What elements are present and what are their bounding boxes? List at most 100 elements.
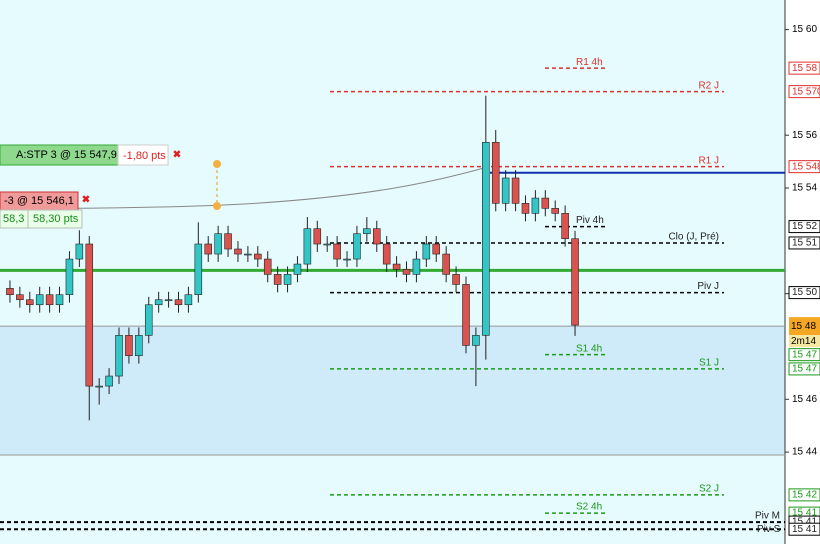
candle-body [214, 233, 222, 255]
background [0, 0, 785, 544]
level-label: R1 J [698, 155, 719, 166]
candle-body [462, 284, 470, 346]
price-tag [788, 522, 820, 536]
candle-body [353, 233, 361, 260]
candle-body [442, 253, 450, 275]
candle-body [224, 233, 232, 250]
target-text: 58,3 [3, 213, 24, 225]
candle-body [16, 294, 24, 301]
candle-body [184, 294, 193, 306]
candle-body [125, 335, 133, 357]
price-tag-label: 15 52 [792, 221, 817, 232]
price-tag-label: 15 41 [792, 517, 817, 528]
price-tag-label: 15 41 [792, 524, 817, 535]
candle-body [491, 142, 500, 204]
candle-body [35, 294, 44, 306]
price-tag [788, 236, 820, 250]
candle-body [313, 228, 322, 245]
candle-body [511, 177, 520, 204]
candle-body [343, 258, 351, 261]
candle-body [571, 238, 579, 326]
current-price-label: 15 48 [791, 321, 816, 332]
indicator-curve [0, 167, 485, 210]
candle-body [75, 243, 84, 260]
candle-body [105, 375, 113, 387]
price-tag-label: 15 47 [792, 364, 817, 375]
candle-body [135, 335, 143, 357]
candle-body [363, 228, 371, 235]
pnl-text: -1,80 pts [123, 150, 166, 162]
level-label: Piv 4h [576, 215, 604, 226]
current-price-tag [789, 317, 820, 336]
candle-body [154, 299, 163, 306]
candle-body [144, 304, 153, 336]
level-label: Piv S [757, 524, 781, 535]
candle-body [521, 203, 530, 214]
price-tag-label: 15 51 [792, 238, 817, 249]
candle-body [561, 213, 569, 240]
price-axis [785, 0, 820, 544]
price-tag-label: 15 548 [792, 161, 820, 172]
price-tag-label: 15 41 [792, 508, 817, 519]
candle-body [263, 258, 272, 275]
candle-body [283, 274, 292, 285]
level-label: R1 4h [576, 57, 603, 68]
close-button[interactable]: ✖ [173, 150, 181, 161]
level-label: S2 J [699, 484, 719, 495]
price-tag [788, 220, 820, 234]
candle-body [254, 253, 262, 260]
price-tag-label: 15 42 [792, 490, 817, 501]
candle-body [541, 197, 550, 209]
candle-body [273, 274, 282, 285]
candle-body [55, 294, 64, 306]
level-label: Piv J [697, 281, 719, 292]
order-text: A:STP 3 @ 15 547,9 [16, 149, 117, 161]
price-tag [788, 160, 820, 174]
y-tick-label: 15 46 [792, 394, 817, 405]
candle-body [45, 294, 54, 306]
order-handle [213, 160, 221, 168]
price-tag [788, 286, 820, 300]
timer-label: 2m14 [791, 336, 816, 347]
level-label: S1 4h [576, 343, 602, 354]
candle-body [85, 243, 94, 387]
candle-body [531, 197, 540, 214]
order-stop[interactable]: A:STP 3 @ 15 547,9 -1,80 pts ✖ [0, 144, 181, 166]
level-label: R2 J [698, 80, 719, 91]
candle-body [303, 228, 312, 265]
y-tick-label: 15 44 [792, 447, 817, 458]
price-tag [788, 362, 820, 376]
price-tag-label: 15 58 [792, 63, 817, 74]
price-tag [788, 488, 820, 502]
candle-body [472, 335, 480, 346]
target-text: 58,30 pts [33, 213, 79, 225]
order-handle [213, 202, 221, 210]
candle-body [204, 243, 213, 255]
candle-body [372, 228, 381, 245]
price-tag [788, 348, 820, 362]
candle-body [293, 263, 302, 275]
candle-body [194, 243, 203, 296]
candle-body [323, 243, 331, 246]
level-label: S2 4h [576, 502, 602, 513]
y-tick-label: 15 60 [792, 24, 817, 35]
candle-body [333, 243, 341, 260]
candle-body [382, 243, 391, 265]
candle-body [432, 243, 441, 255]
y-tick-label: 15 54 [792, 183, 817, 194]
price-tag-label: 15 47 [792, 349, 817, 360]
price-tag-label: 15 50 [792, 287, 817, 298]
candle-body [412, 258, 421, 275]
order-position[interactable]: -3 @ 15 546,1 ✖ 58,3 58,30 pts [0, 191, 90, 229]
price-tag-label: 15 570 [792, 86, 820, 97]
close-button[interactable]: ✖ [82, 195, 90, 206]
candle-body [26, 299, 34, 306]
candle-body [6, 288, 14, 296]
candle-body [392, 263, 401, 270]
candle-body [422, 243, 431, 260]
candle-body [551, 208, 559, 214]
candle-body [95, 385, 103, 388]
candle-body [244, 253, 252, 256]
price-tag [788, 85, 820, 99]
